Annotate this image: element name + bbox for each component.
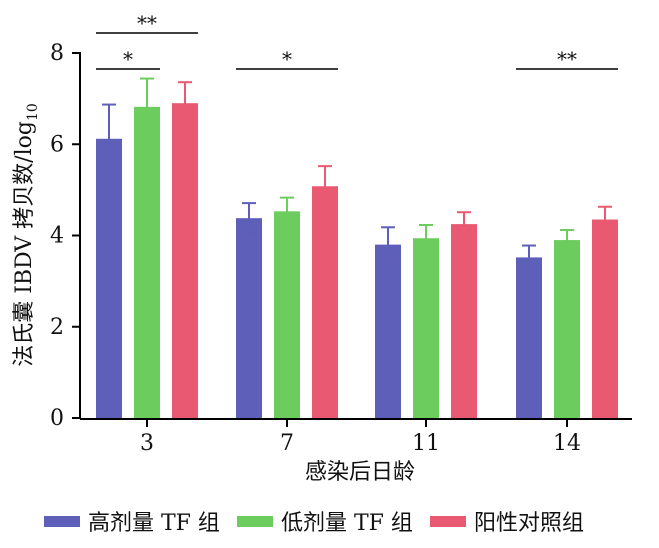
bar-series2-day7 <box>312 186 338 418</box>
x-axis-title: 感染后日龄 <box>305 460 415 485</box>
bar-series0-day7 <box>236 218 262 418</box>
y-tick-label-4: 4 <box>50 224 64 249</box>
significance-label-2: * <box>282 47 292 71</box>
legend-label-positive-control: 阳性对照组 <box>474 511 584 536</box>
bar-series0-day14 <box>516 257 542 418</box>
legend-swatch-positive-control <box>430 516 466 527</box>
bar-series2-day3 <box>172 103 198 418</box>
legend-label-low-dose: 低剂量 TF 组 <box>281 511 413 536</box>
bar-series0-day3 <box>96 138 122 418</box>
axes-layer <box>79 52 632 420</box>
bar-series0-day11 <box>375 244 401 418</box>
ticks-layer: 0 2 4 6 8 3 7 11 14 <box>50 41 581 456</box>
legend-swatch-low-dose <box>237 516 273 527</box>
bar-series1-day7 <box>274 211 300 418</box>
legend: 高剂量 TF 组 低剂量 TF 组 阳性对照组 <box>44 511 584 536</box>
bar-series2-day14 <box>592 219 618 418</box>
legend-swatch-high-dose <box>44 516 80 527</box>
y-tick-label-2: 2 <box>50 315 64 340</box>
bars-layer <box>96 77 618 419</box>
legend-label-high-dose: 高剂量 TF 组 <box>88 511 220 536</box>
bar-series1-day3 <box>134 106 160 419</box>
significance-label-3: ** <box>557 47 577 71</box>
significance-label-1: * <box>123 47 133 71</box>
significance-label-0: ** <box>137 11 157 35</box>
bar-series1-day14 <box>554 240 580 418</box>
bar-series1-day11 <box>413 238 439 418</box>
y-axis-title-subscript: 10 <box>25 103 41 121</box>
y-axis-title: 法氏囊 IBDV 拷贝数/log10 <box>12 103 41 367</box>
y-tick-label-0: 0 <box>50 406 64 431</box>
x-tick-label-11: 11 <box>412 431 440 456</box>
x-tick-label-7: 7 <box>280 431 294 456</box>
x-tick-label-14: 14 <box>553 431 581 456</box>
y-tick-label-6: 6 <box>50 132 64 157</box>
y-axis-title-main: 法氏囊 IBDV 拷贝数/log <box>12 121 37 367</box>
x-tick-label-3: 3 <box>140 431 154 456</box>
y-tick-label-8: 8 <box>50 41 64 66</box>
bar-series2-day11 <box>451 224 477 418</box>
significance-layer: *** * ** <box>96 11 618 71</box>
